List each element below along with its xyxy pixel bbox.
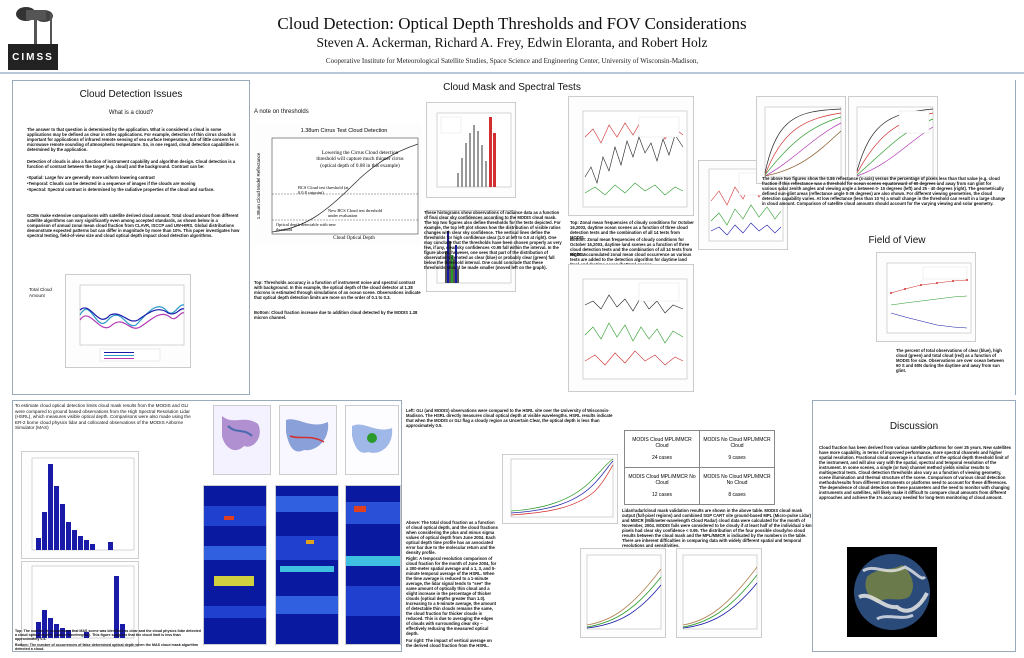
issues-paragraph-3: GCMs make extensive comparisons with sat… <box>27 213 240 238</box>
poster-affiliation: Cooperative Institute for Meteorological… <box>325 57 699 65</box>
mas-comparison-panel: To estimate cloud optical detection limi… <box>12 400 402 652</box>
matrix-count: 24 cases <box>651 455 672 461</box>
annotation-lowering: Lowering the Cirrus Cloud detection thre… <box>316 150 404 169</box>
poster-title: Cloud Detection: Optical Depth Threshold… <box>277 14 747 33</box>
threshold-section: A note on thresholds 1.38um Cirrus Test … <box>254 80 424 395</box>
matrix-count: 8 cases <box>728 492 746 498</box>
hsrl-temporal-lines-1 <box>580 548 666 638</box>
reflectance-curve-right <box>848 96 938 184</box>
mas-caption-bottom: Bottom: The number of occurrences of fal… <box>15 643 199 652</box>
field-of-view-title: Field of View <box>868 235 926 246</box>
hsrl-image-3 <box>345 485 401 645</box>
panel-title: Cloud Detection Issues <box>79 89 183 100</box>
matrix-cell-cloud-cloud: MODIS Cloud MPL/MMCR Cloud 24 cases <box>624 430 700 468</box>
matrix-label: MODIS No Cloud MPL/MMCR Cloud <box>703 437 771 449</box>
threshold-caption-top: Top: Thresholds accuracy is a function o… <box>254 280 421 300</box>
cirrus-test-chart: 1.38um Cirrus Test Cloud Detection 1.38u… <box>254 124 422 244</box>
hsrl-section: Left: GLI (and MODIS) observations were … <box>404 400 622 652</box>
hsrl-image-1 <box>203 485 267 645</box>
matrix-count: 12 cases <box>651 492 672 498</box>
hsrl-above-text: Above: The total cloud fraction as a fun… <box>406 520 498 555</box>
issues-list-3: •Spectral: Spectral contrast is determin… <box>27 187 215 192</box>
cloud-detection-issues-panel: Cloud Detection Issues What is a cloud? … <box>12 80 250 395</box>
poster-authors: Steven A. Ackerman, Richard A. Frey, Edw… <box>316 35 708 50</box>
validation-matrix: MODIS Cloud MPL/MMCR Cloud 24 cases MODIS… <box>624 430 804 505</box>
issues-list-2: •Temporal: Clouds can be detected in a s… <box>27 181 196 186</box>
zonal-ocean-figure <box>568 96 694 216</box>
earth-globe-image <box>847 547 937 637</box>
cloud-mask-panel: Cloud Mask and Spectral Tests These hist… <box>422 80 1016 395</box>
mas-cloud-histogram <box>21 561 139 647</box>
matrix-cell-nocloud-cloud: MODIS No Cloud MPL/MMCR Cloud 9 cases <box>699 430 775 468</box>
matrix-table: MODIS Cloud MPL/MMCR Cloud 24 cases MODIS… <box>624 430 775 505</box>
issues-paragraph-2: Detection of clouds is also a function o… <box>27 159 236 169</box>
annotation-bcs-old: BCS Cloud test threshold (at 0.0.8 cutpo… <box>298 185 349 195</box>
cirrus-x-label: Cloud Optical Depth <box>333 236 375 241</box>
issues-paragraph-1: The answer to that question is determine… <box>27 127 239 152</box>
zonal-ocean-caption: Top: Zonal mean frequencies of cloudy co… <box>570 220 694 240</box>
zonal-cloud-fraction-figure <box>65 274 191 368</box>
histogram-bottom <box>426 210 516 292</box>
hsrl-fraction-chart <box>502 454 618 524</box>
poster-header: CIMSS Cloud Detection: Optical Depth Thr… <box>0 0 1024 76</box>
hsrl-image-2 <box>275 485 339 645</box>
fov-caption: The percent of total observations of cle… <box>896 348 1004 373</box>
hsrl-temporal-lines-2 <box>676 548 762 638</box>
gli-map-1 <box>213 405 271 475</box>
header-divider <box>0 72 1024 74</box>
fov-chart <box>876 252 976 342</box>
gli-map-2 <box>279 405 337 475</box>
panel-subtitle: What is a cloud? <box>108 110 154 116</box>
mas-clear-histogram <box>21 451 139 559</box>
matrix-label: MODIS No Cloud MPL/MMCR No Cloud <box>703 474 771 486</box>
hsrl-far-right-text: Far right: The impact of vertical averag… <box>406 638 492 648</box>
histogram-top <box>426 102 516 198</box>
cloud-mask-title: Cloud Mask and Spectral Tests <box>443 82 581 93</box>
zonal-land-caption: Bottom: Zonal mean frequencies of cloudy… <box>570 237 693 257</box>
mas-caption-top-visible: Top: The number of occurrences that MAS … <box>15 629 201 642</box>
cirrus-y-label: 1.38um Cloud Model Reflectance <box>256 152 261 219</box>
discussion-panel: Discussion Cloud fraction has been deriv… <box>812 400 1016 652</box>
annotation-detectable: Optical depth detectable with new thresh… <box>276 222 336 232</box>
reflectance-curve-left <box>756 96 846 184</box>
cirrus-chart-title: 1.38um Cirrus Test Cloud Detection <box>301 128 388 134</box>
gli-map-3 <box>345 405 399 475</box>
mas-intro: To estimate cloud optical detection limi… <box>15 403 191 430</box>
total-cloud-amount-label: Total Cloud Amount <box>29 287 52 298</box>
threshold-note-title: A note on thresholds <box>254 109 309 115</box>
reflectance-caption: The above two figures show the 0.86 refl… <box>762 176 1006 206</box>
hsrl-right-text: Right: A temporal resolution comparison … <box>406 556 497 636</box>
matrix-label: MODIS Cloud MPL/MMCR No Cloud <box>628 474 696 486</box>
hsrl-left-text: Left: GLI (and MODIS) observations were … <box>406 408 613 428</box>
matrix-label: MODIS Cloud MPL/MMCR Cloud <box>632 437 692 449</box>
issues-list-1: •Spatial: Large fov are generally more u… <box>27 175 155 180</box>
zonal-land-figure <box>568 264 694 392</box>
matrix-cell-nocloud-nocloud: MODIS No Cloud MPL/MMCR No Cloud 8 cases <box>699 467 775 505</box>
logo-text: CIMSS <box>12 52 54 63</box>
annotation-bcs-new: New BCS Cloud test threshold under evalu… <box>328 208 383 218</box>
histogram-explanation-visible: These histograms show observations of ra… <box>424 210 562 270</box>
matrix-caption: Lidar/radar/cloud mask validation result… <box>622 508 812 548</box>
discussion-title: Discussion <box>889 421 939 432</box>
matrix-count: 9 cases <box>728 455 746 461</box>
discussion-text: Cloud fraction has been derived from var… <box>819 445 1011 500</box>
cimss-logo: CIMSS <box>4 4 62 72</box>
threshold-caption-bottom: Bottom: Cloud fraction increase due to a… <box>254 310 418 320</box>
matrix-cell-cloud-nocloud: MODIS Cloud MPL/MMCR No Cloud 12 cases <box>624 467 700 505</box>
